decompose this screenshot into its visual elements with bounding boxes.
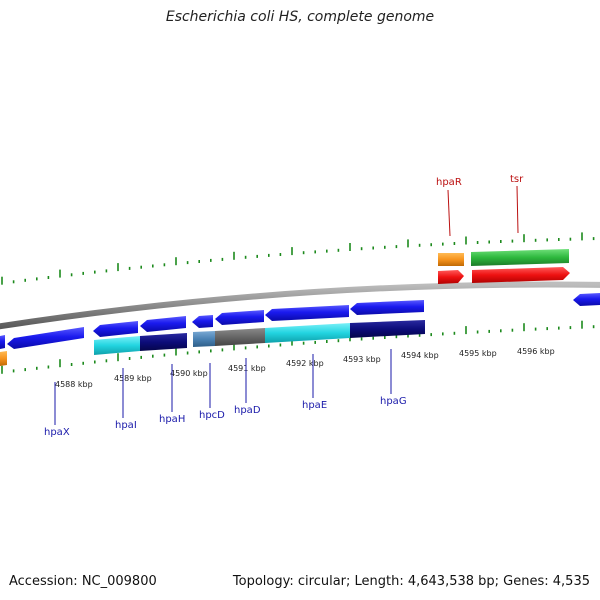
gene-label-hpaE: hpaE xyxy=(302,400,327,411)
kbp-scale: 4588 kbp 4589 kbp 4590 kbp 4591 kbp 4592… xyxy=(55,347,555,389)
callout-line xyxy=(447,189,451,237)
track-block xyxy=(350,320,425,338)
gene-label-hpaD: hpaD xyxy=(234,405,261,416)
gene-labels-bottom xyxy=(54,349,392,425)
gene-arrow xyxy=(7,327,84,349)
scale-label: 4590 kbp xyxy=(170,369,208,378)
accession-label: Accession: NC_009800 xyxy=(9,574,157,589)
track-block xyxy=(265,323,350,343)
gene-label-hpaX: hpaX xyxy=(44,427,70,438)
scale-label: 4592 kbp xyxy=(286,359,324,368)
gene-label-hpaI: hpaI xyxy=(115,420,137,431)
gene-labels-top xyxy=(447,185,519,237)
callout-line xyxy=(516,185,519,234)
scale-label: 4591 kbp xyxy=(228,364,266,373)
gene-label-hpaR: hpaR xyxy=(436,177,462,188)
scale-label: 4596 kbp xyxy=(517,347,555,356)
gene-arrow xyxy=(0,335,5,349)
gene-label-hpaH: hpaH xyxy=(159,414,185,425)
track-block xyxy=(215,328,265,346)
gene-arrow xyxy=(438,270,464,284)
genome-title: Escherichia coli HS, complete genome xyxy=(165,9,435,25)
scale-label: 4589 kbp xyxy=(114,374,152,383)
outer-tick-ring xyxy=(1,232,595,285)
scale-label: 4594 kbp xyxy=(401,351,439,360)
topology-label: Topology: circular; Length: 4,643,538 bp… xyxy=(232,574,590,589)
track-block xyxy=(94,336,140,355)
gene-arrow xyxy=(93,321,138,337)
gene-label-hpaG: hpaG xyxy=(380,396,407,407)
reverse-strand-genes xyxy=(0,293,600,349)
track-block xyxy=(0,351,7,366)
gene-arrow xyxy=(350,300,424,315)
gene-label-tsr: tsr xyxy=(510,174,524,185)
gene-arrow xyxy=(140,316,186,332)
gene-arrow xyxy=(215,310,264,325)
gene-arrow xyxy=(573,293,600,306)
track-block xyxy=(438,253,464,266)
genome-backbone xyxy=(0,281,600,330)
gene-arrow xyxy=(265,305,349,321)
gene-arrow xyxy=(472,267,570,283)
track-block xyxy=(140,333,187,351)
track-block xyxy=(193,331,215,347)
gene-label-text-top: hpaR tsr xyxy=(436,174,524,188)
gene-arrow xyxy=(192,315,213,328)
gene-label-hpcD: hpcD xyxy=(199,410,225,421)
track-block xyxy=(471,249,569,266)
scale-label: 4593 kbp xyxy=(343,355,381,364)
gene-label-text-bottom: hpaX hpaI hpaH hpcD hpaD hpaE hpaG xyxy=(44,396,407,438)
scale-label: 4595 kbp xyxy=(459,349,497,358)
function-track xyxy=(0,320,425,366)
forward-strand-genes xyxy=(438,249,570,284)
scale-label: 4588 kbp xyxy=(55,380,93,389)
